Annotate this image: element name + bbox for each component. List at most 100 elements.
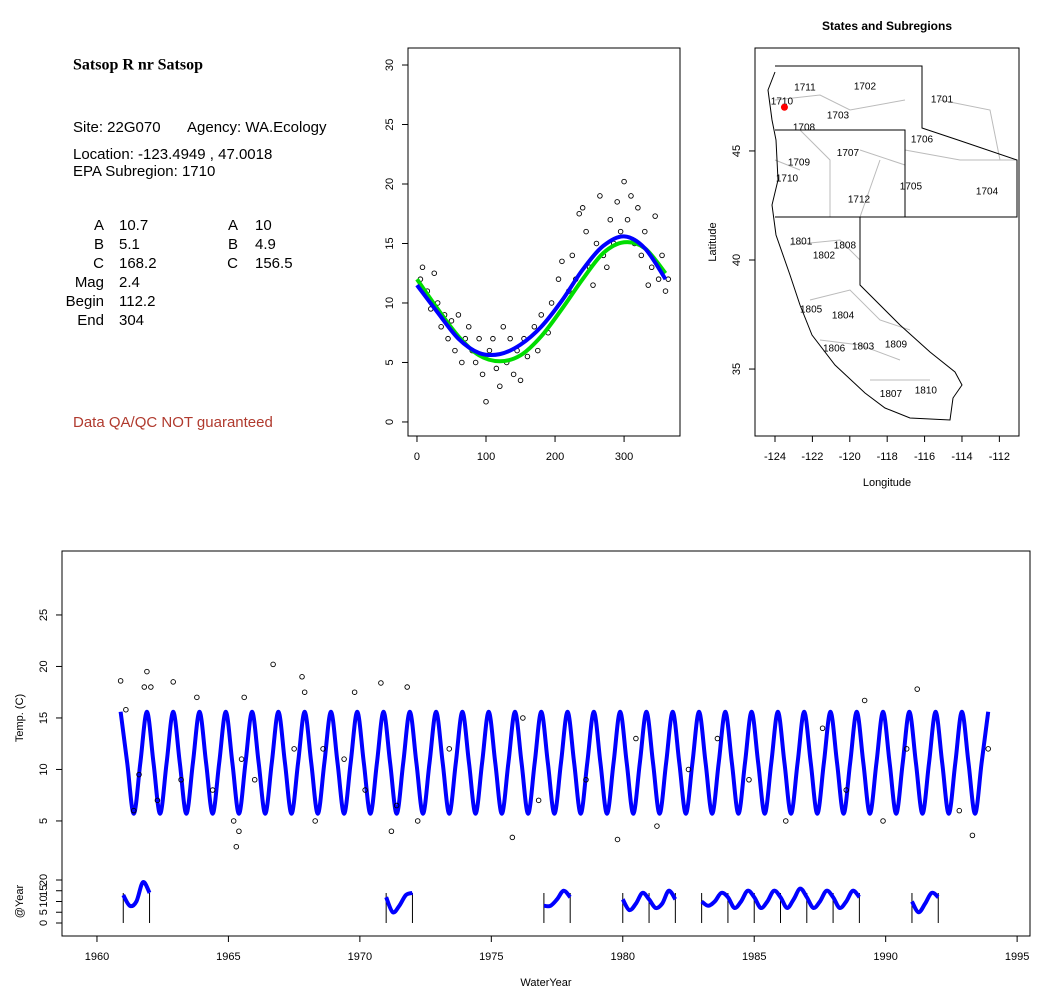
data-point (510, 371, 517, 378)
data-point (351, 689, 358, 695)
data-point (497, 383, 503, 390)
param-cell: A (94, 217, 104, 234)
y2-tick-label: 10 (38, 895, 50, 907)
fit-line (121, 880, 940, 915)
param-cell: 2.4 (119, 274, 140, 291)
x-tick-label: 1965 (216, 951, 240, 963)
data-point (645, 282, 651, 288)
x-tick-label: -122 (801, 451, 823, 463)
x-axis-label: Longitude (863, 477, 911, 489)
region-label: 1703 (827, 111, 850, 122)
data-point (583, 228, 589, 235)
data-point (414, 818, 421, 824)
data-point (843, 787, 849, 793)
data-point (362, 787, 368, 793)
state-border (775, 65, 1018, 218)
fit-line (415, 234, 668, 358)
y-tick-label: 10 (38, 763, 50, 775)
data-point (455, 312, 462, 318)
region-label: 1810 (915, 386, 938, 397)
y2-axis-label: @Year (14, 884, 26, 918)
data-point (178, 777, 184, 783)
x-tick-label: 1980 (611, 951, 635, 963)
x-tick-label: 100 (477, 451, 495, 463)
param-cell: 168.2 (119, 255, 157, 272)
data-point (662, 288, 669, 294)
param-cell: 10 (255, 217, 272, 234)
data-point (956, 807, 963, 814)
data-point (445, 335, 451, 342)
data-point (531, 324, 538, 330)
data-point (500, 324, 507, 330)
data-point (448, 318, 455, 324)
data-point (517, 377, 524, 384)
y-tick-label: 20 (384, 178, 396, 190)
x-tick-label: 1995 (1005, 951, 1029, 963)
data-point (604, 264, 610, 271)
map-outline (767, 65, 1018, 421)
y-tick-label: 20 (38, 660, 50, 672)
y-tick-label: 25 (38, 609, 50, 621)
data-point (635, 205, 641, 211)
data-point (655, 276, 662, 282)
y-tick-label: 15 (38, 712, 50, 724)
param-cell: B (94, 236, 104, 253)
data-point (483, 398, 489, 405)
x-tick-label: 200 (546, 451, 564, 463)
x-tick-label: 300 (615, 451, 633, 463)
data-point (419, 264, 426, 271)
data-point (452, 347, 458, 354)
station-title: Satsop R nr Satsop (73, 57, 203, 74)
data-point (590, 282, 596, 288)
data-point (538, 312, 544, 318)
data-point (985, 746, 991, 752)
param-cell: A (228, 217, 238, 234)
data-point (479, 371, 486, 378)
x-tick-label: -112 (989, 451, 1010, 463)
data-point (493, 365, 500, 372)
data-point (117, 678, 124, 684)
y-axis-label: Latitude (707, 222, 719, 261)
data-point (466, 324, 472, 330)
data-point (507, 335, 513, 342)
data-point (583, 777, 589, 783)
data-point (136, 771, 142, 778)
data-point (714, 735, 721, 742)
data-point (490, 335, 496, 342)
data-point (652, 213, 658, 219)
data-point (154, 797, 161, 804)
region-label: 1706 (911, 135, 934, 146)
data-point (459, 359, 465, 366)
data-point (233, 843, 240, 850)
data-point (861, 697, 868, 704)
region-label: 1807 (880, 389, 903, 400)
region-label: 1708 (793, 122, 816, 133)
region-label: 1701 (931, 95, 954, 106)
y-tick-label: 5 (38, 818, 50, 824)
x-tick-label: 1985 (742, 951, 766, 963)
site: Site: 22G070 (73, 119, 161, 136)
region-label: 1805 (800, 305, 823, 316)
param-cell: 4.9 (255, 236, 276, 253)
y2-tick-label: 0 (38, 920, 50, 926)
param-cell: C (93, 255, 104, 272)
region-label: 1808 (834, 241, 857, 252)
data-point (783, 818, 789, 824)
fit-line (415, 240, 668, 364)
y-tick-label: 15 (384, 237, 396, 249)
fit-line (118, 709, 991, 816)
data-point (614, 199, 620, 205)
data-point (170, 679, 176, 685)
data-point (144, 668, 150, 675)
data-point (548, 300, 555, 306)
region-label: 1711 (794, 83, 816, 94)
region-label: 1710 (771, 97, 794, 108)
region-label: 1809 (885, 340, 908, 351)
note: Data QA/QC NOT guaranteed (73, 414, 273, 431)
y2-tick-label: 5 (38, 909, 50, 915)
subregion: EPA Subregion: 1710 (73, 163, 215, 180)
data-point (238, 756, 245, 762)
y-tick-label: 0 (384, 419, 396, 425)
